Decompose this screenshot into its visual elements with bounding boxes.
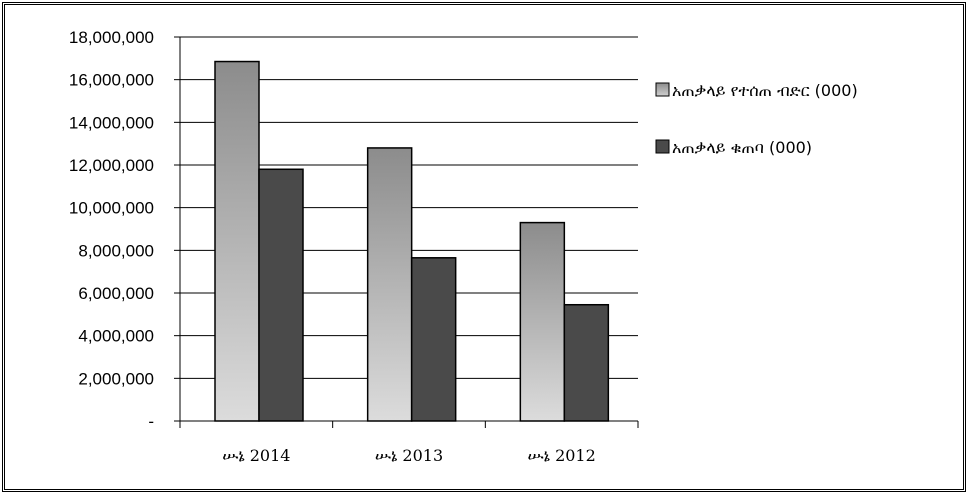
y-tick-label: 8,000,000	[78, 241, 154, 260]
bar-loans-2	[519, 221, 566, 422]
y-tick-label: 12,000,000	[69, 156, 154, 175]
bar-savings-2	[563, 303, 610, 422]
y-tick-label: 2,000,000	[78, 369, 154, 388]
bar-savings-0	[258, 168, 304, 422]
x-tick-label: ሡኔ 2013	[375, 446, 443, 465]
axes: - 2,000,000 4,000,000 6,000,000 8,000,000 10,…	[69, 28, 639, 465]
x-tick-label: ሡኔ 2012	[528, 446, 596, 465]
chart-frame	[2, 2, 966, 492]
legend-swatch-loans	[655, 82, 670, 97]
bar-loans-1	[366, 147, 413, 422]
legend: አጠቃላይ የተሰጠ ብድር (000) አጠቃላይ ቁጠባ (000)	[655, 81, 858, 157]
y-tick-label: 16,000,000	[69, 71, 154, 90]
legend-swatch-savings	[655, 139, 670, 154]
y-tick-label: 6,000,000	[78, 284, 154, 303]
legend-label-savings: አጠቃላይ ቁጠባ (000)	[672, 138, 812, 157]
bar-loans-0	[214, 60, 260, 422]
y-tick-label: -	[148, 412, 154, 431]
legend-label-loans: አጠቃላይ የተሰጠ ብድር (000)	[672, 81, 858, 100]
y-tick-label: 14,000,000	[69, 113, 154, 132]
y-tick-label: 10,000,000	[69, 199, 154, 218]
bar-savings-1	[410, 257, 457, 422]
x-tick-label: ሡኔ 2014	[222, 446, 290, 465]
y-tick-label: 4,000,000	[78, 327, 154, 346]
bars	[214, 60, 610, 422]
y-tick-label: 18,000,000	[69, 28, 154, 47]
